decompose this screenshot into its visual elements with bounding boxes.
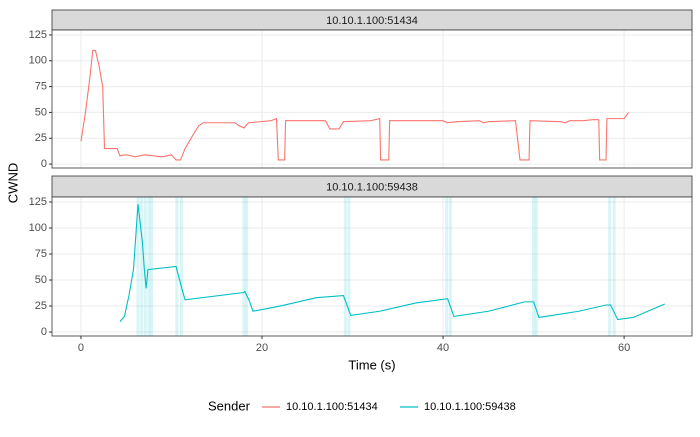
x-tick-label: 40 — [437, 342, 449, 354]
event-band — [532, 197, 536, 336]
x-tick-label: 20 — [256, 342, 268, 354]
y-tick-label: 100 — [29, 222, 47, 234]
y-tick-label: 0 — [41, 158, 47, 170]
x-tick-label: 0 — [78, 342, 84, 354]
event-band — [448, 197, 452, 336]
y-tick-label: 125 — [29, 196, 47, 208]
panel-border — [51, 196, 693, 337]
event-band — [608, 197, 612, 336]
x-axis-title: Time (s) — [348, 357, 395, 372]
y-tick-label: 50 — [35, 106, 47, 118]
event-band — [534, 197, 538, 336]
event-band — [612, 197, 616, 336]
event-band — [136, 197, 140, 336]
event-band — [179, 197, 183, 336]
series-line — [119, 204, 666, 323]
y-tick-label: 100 — [29, 55, 47, 67]
event-band — [242, 197, 246, 336]
event-band — [343, 197, 347, 336]
x-tick-label: 60 — [618, 342, 630, 354]
legend-title: Sender — [208, 398, 251, 413]
event-band — [175, 197, 179, 336]
panel — [52, 30, 692, 168]
y-axis-title: CWND — [5, 163, 20, 203]
y-tick-label: 50 — [35, 274, 47, 286]
event-band — [347, 197, 351, 336]
event-band — [143, 197, 147, 336]
event-band — [140, 197, 144, 336]
event-band — [147, 197, 151, 336]
series-line — [80, 49, 630, 161]
legend-label: 10.10.1.100:59438 — [424, 401, 516, 413]
event-band — [245, 197, 249, 336]
event-band — [445, 197, 449, 336]
strip-label: 10.10.1.100:59438 — [326, 181, 418, 193]
legend-label: 10.10.1.100:51434 — [286, 401, 378, 413]
y-tick-label: 0 — [41, 326, 47, 338]
panel-border — [51, 29, 693, 169]
y-tick-label: 75 — [35, 248, 47, 260]
y-tick-label: 25 — [35, 132, 47, 144]
y-tick-label: 125 — [29, 29, 47, 41]
y-tick-label: 25 — [35, 300, 47, 312]
strip-label: 10.10.1.100:51434 — [326, 15, 418, 27]
event-band — [150, 197, 154, 336]
y-tick-label: 75 — [35, 81, 47, 93]
